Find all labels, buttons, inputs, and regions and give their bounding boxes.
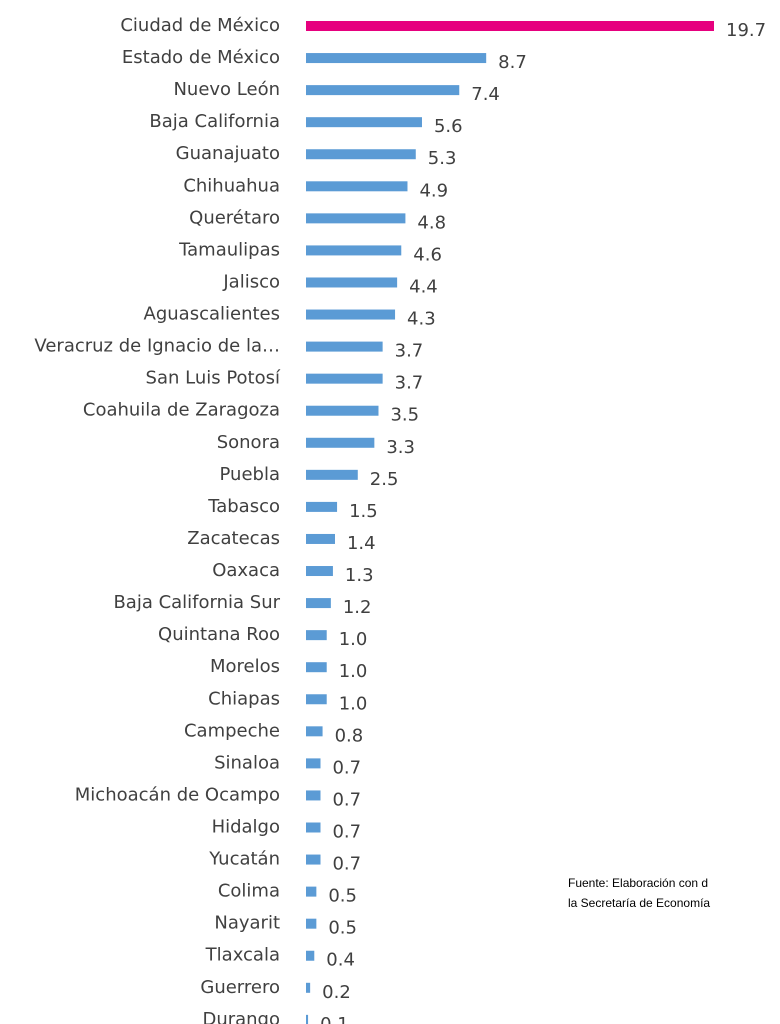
value-label: 1.2	[343, 597, 372, 618]
value-label: 1.4	[347, 533, 376, 554]
bar	[306, 149, 416, 160]
category-label: Zacatecas	[187, 528, 280, 549]
category-label: Veracruz de Ignacio de la…	[34, 336, 280, 357]
bar	[306, 469, 358, 480]
value-label: 0.7	[332, 757, 361, 778]
category-label: Baja California Sur	[113, 592, 280, 613]
category-label: Estado de México	[122, 47, 280, 68]
category-label: Quintana Roo	[158, 624, 280, 645]
bar	[306, 950, 315, 961]
value-label: 1.0	[339, 661, 368, 682]
category-label: Yucatán	[208, 849, 280, 870]
category-label: Oaxaca	[212, 560, 280, 581]
category-label: Tamaulipas	[178, 239, 280, 260]
category-label: Jalisco	[222, 271, 280, 292]
category-label: Sonora	[217, 432, 280, 453]
bar	[306, 405, 379, 416]
bar	[306, 726, 323, 737]
value-label: 2.5	[370, 469, 399, 490]
category-label: Ciudad de México	[120, 15, 280, 36]
bar	[306, 854, 321, 865]
bar	[306, 181, 408, 192]
category-label: Coahuila de Zaragoza	[83, 400, 280, 421]
category-label: Querétaro	[189, 207, 280, 228]
source-note: Fuente: Elaboración con d	[568, 876, 708, 890]
bar	[306, 501, 338, 512]
value-label: 1.5	[349, 501, 378, 522]
value-label: 8.7	[498, 52, 527, 73]
value-label: 0.4	[326, 950, 355, 971]
category-label: Puebla	[220, 464, 280, 485]
value-label: 3.7	[395, 373, 424, 394]
value-label: 0.2	[322, 982, 351, 1003]
bar	[306, 437, 375, 448]
bar	[306, 53, 487, 64]
bar	[306, 21, 714, 31]
category-label: Hidalgo	[212, 817, 280, 838]
bar	[306, 566, 333, 577]
category-label: San Luis Potosí	[146, 368, 281, 389]
bar	[306, 277, 398, 288]
value-label: 1.0	[339, 693, 368, 714]
bar	[306, 694, 327, 705]
bar	[306, 533, 335, 544]
bar	[306, 85, 460, 96]
value-label: 1.3	[345, 565, 374, 586]
value-label: 4.4	[409, 276, 438, 297]
bar	[306, 213, 406, 224]
bar	[306, 117, 422, 128]
category-label: Campeche	[184, 720, 280, 741]
bar	[306, 822, 321, 833]
bar	[306, 245, 402, 256]
bar	[306, 758, 321, 769]
bar	[306, 309, 396, 320]
category-label: Chihuahua	[183, 175, 280, 196]
value-label: 5.3	[428, 148, 457, 169]
category-label: Chiapas	[208, 688, 280, 709]
bar	[306, 662, 327, 673]
bar	[306, 1014, 309, 1024]
value-label: 3.3	[386, 437, 415, 458]
bar	[306, 982, 311, 993]
value-label: 5.6	[434, 116, 463, 137]
bar	[306, 373, 383, 384]
value-label: 0.7	[332, 822, 361, 843]
value-label: 0.8	[335, 725, 364, 746]
bar	[306, 598, 331, 609]
bar	[306, 630, 327, 641]
value-label: 3.7	[395, 341, 424, 362]
category-label: Tabasco	[207, 496, 280, 517]
category-label: Baja California	[149, 111, 280, 132]
source-note: la Secretaría de Economía	[568, 896, 710, 910]
value-label: 0.7	[332, 789, 361, 810]
value-label: 0.7	[332, 854, 361, 875]
value-label: 0.5	[328, 918, 357, 939]
category-label: Nayarit	[214, 913, 280, 934]
value-label: 4.6	[413, 244, 442, 265]
bar	[306, 341, 383, 352]
bar	[306, 918, 317, 929]
value-label: 0.5	[328, 886, 357, 907]
category-label: Michoacán de Ocampo	[75, 784, 280, 805]
category-label: Nuevo León	[173, 79, 280, 100]
category-label: Colima	[218, 881, 280, 902]
value-label: 4.8	[417, 212, 446, 233]
value-label: 3.5	[390, 405, 419, 426]
value-label: 4.9	[419, 180, 448, 201]
value-label: 4.3	[407, 309, 436, 330]
category-label: Durango	[202, 1009, 280, 1024]
bar	[306, 886, 317, 897]
category-label: Sinaloa	[214, 752, 280, 773]
category-label: Guanajuato	[176, 143, 280, 164]
category-label: Morelos	[210, 656, 280, 677]
value-label: 1.0	[339, 629, 368, 650]
value-label: 0.1	[320, 1014, 349, 1024]
category-label: Guerrero	[200, 977, 280, 998]
bar	[306, 790, 321, 801]
value-label: 7.4	[471, 84, 500, 105]
category-label: Tlaxcala	[205, 945, 280, 966]
category-label: Aguascalientes	[144, 304, 280, 325]
value-label: 19.7	[726, 20, 766, 41]
